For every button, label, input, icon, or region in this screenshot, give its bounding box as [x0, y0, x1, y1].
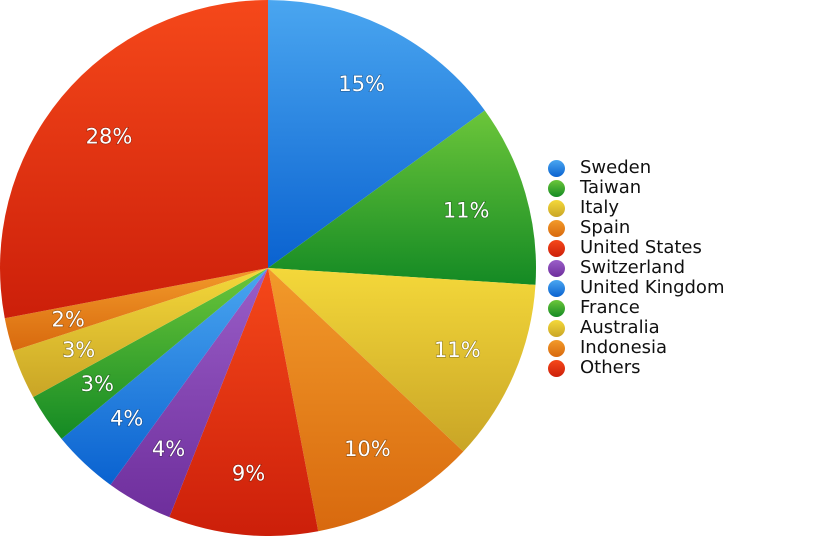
- legend-label-others: Others: [580, 357, 641, 378]
- legend-label-united-states: United States: [580, 237, 702, 258]
- legend-label-italy: Italy: [580, 197, 620, 218]
- legend-label-switzerland: Switzerland: [580, 257, 685, 278]
- legend-swatch-others: [548, 359, 565, 377]
- legend-item-sweden: Sweden: [548, 158, 724, 178]
- pie-slice-spain: [268, 268, 464, 532]
- legend-item-united-states: United States: [548, 238, 724, 258]
- legend-swatch-switzerland: [548, 259, 565, 277]
- legend-item-taiwan: Taiwan: [548, 178, 724, 198]
- pie-slice-labels: 15% 11% 11% 10% 9% 4% 4% 3% 3% 2% 28%: [51, 72, 490, 487]
- pie-label-australia: 3%: [62, 338, 95, 362]
- legend-item-australia: Australia: [548, 318, 724, 338]
- pie-label-others: 28%: [86, 124, 133, 148]
- legend-label-indonesia: Indonesia: [580, 337, 668, 358]
- pie-slice-others: [0, 0, 268, 319]
- pie-label-france: 3%: [81, 372, 114, 396]
- legend-label-sweden: Sweden: [580, 157, 652, 178]
- legend-item-others: Others: [548, 358, 724, 378]
- legend-item-united-kingdom: United Kingdom: [548, 278, 724, 298]
- pie-label-italy: 11%: [434, 338, 481, 362]
- pie-slice-italy: [268, 268, 536, 452]
- pie-label-united-states: 9%: [232, 461, 265, 485]
- legend-label-australia: Australia: [580, 317, 660, 338]
- legend-swatch-france: [548, 299, 565, 317]
- legend-item-indonesia: Indonesia: [548, 338, 724, 358]
- legend-swatch-italy: [548, 199, 565, 217]
- pie-label-sweden: 15%: [338, 72, 385, 96]
- legend-swatch-indonesia: [548, 339, 565, 357]
- legend-label-taiwan: Taiwan: [580, 177, 642, 198]
- legend-item-france: France: [548, 298, 724, 318]
- legend-label-france: France: [580, 297, 640, 318]
- legend-swatch-spain: [548, 219, 565, 237]
- legend-swatch-united-kingdom: [548, 279, 565, 297]
- pie-chart: 15% 11% 11% 10% 9% 4% 4% 3% 3% 2% 28%: [0, 0, 537, 536]
- legend-label-united-kingdom: United Kingdom: [580, 277, 725, 298]
- pie-slice-sweden: [268, 0, 485, 268]
- pie-slice-united-states: [169, 268, 319, 536]
- legend-swatch-sweden: [548, 159, 565, 177]
- pie-slice-taiwan: [268, 110, 537, 285]
- pie-label-united-kingdom: 4%: [110, 406, 143, 430]
- legend: Sweden Taiwan Italy Spain United States Switz…: [548, 158, 724, 378]
- pie-label-switzerland: 4%: [152, 437, 185, 461]
- pie-slices: [0, 0, 537, 536]
- pie-slice-united-kingdom: [61, 268, 269, 485]
- pie-slice-switzerland: [110, 268, 269, 518]
- pie-label-taiwan: 11%: [443, 198, 490, 222]
- legend-label-spain: Spain: [580, 217, 631, 238]
- pie-label-indonesia: 2%: [51, 307, 84, 331]
- legend-item-italy: Italy: [548, 198, 724, 218]
- legend-swatch-taiwan: [548, 179, 565, 197]
- pie-slice-france: [33, 268, 268, 439]
- legend-item-spain: Spain: [548, 218, 724, 238]
- legend-item-switzerland: Switzerland: [548, 258, 724, 278]
- legend-swatch-australia: [548, 319, 565, 337]
- pie-label-spain: 10%: [344, 437, 391, 461]
- legend-swatch-united-states: [548, 239, 565, 257]
- pie-slice-australia: [13, 268, 269, 398]
- pie-slice-indonesia: [4, 268, 269, 351]
